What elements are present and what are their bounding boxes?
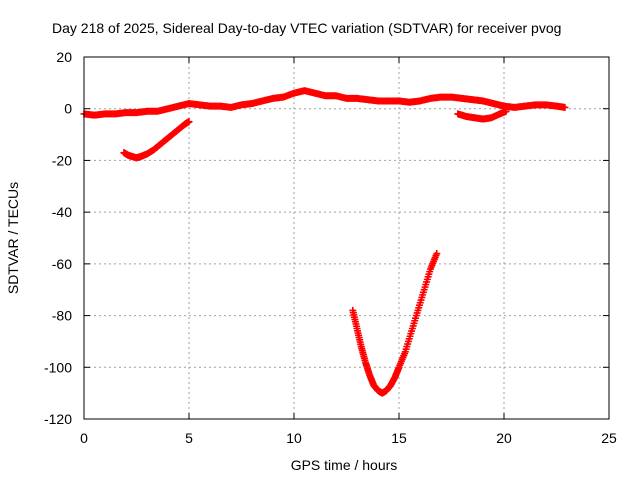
- series-negative_spur: [454, 107, 510, 123]
- x-tick-label: 10: [286, 430, 302, 446]
- y-tick-label: -60: [52, 256, 72, 272]
- x-tick-label: 0: [80, 430, 88, 446]
- y-tick-label: 20: [56, 49, 72, 65]
- data-points: [80, 87, 569, 397]
- y-tick-label: -40: [52, 204, 72, 220]
- series-main_band: [80, 87, 569, 119]
- data-point: [561, 103, 569, 111]
- chart-title: Day 218 of 2025, Sidereal Day-to-day VTE…: [52, 20, 561, 36]
- y-tick-label: -20: [52, 152, 72, 168]
- y-tick-label: 0: [64, 101, 72, 117]
- x-tick-label: 5: [185, 430, 193, 446]
- x-tick-label: 15: [391, 430, 407, 446]
- data-point: [433, 250, 441, 258]
- y-tick-label: -120: [44, 411, 72, 427]
- x-axis-label: GPS time / hours: [291, 457, 398, 473]
- y-axis-label: SDTVAR / TECUs: [5, 182, 21, 294]
- plot-frame: [83, 56, 610, 420]
- y-tick-label: -100: [44, 359, 72, 375]
- x-tick-label: 25: [601, 430, 617, 446]
- y-tick-label: -80: [52, 308, 72, 324]
- series-early_arc: [120, 118, 193, 162]
- tick-labels: 0 5 10 15 20 25 20 0 -20 -40 -60 -80 -100 -120: [44, 49, 617, 446]
- grid-lines: [84, 57, 609, 419]
- x-tick-label: 20: [496, 430, 512, 446]
- data-point: [185, 118, 193, 126]
- series-dip_arc: [349, 250, 441, 397]
- data-point: [502, 107, 510, 115]
